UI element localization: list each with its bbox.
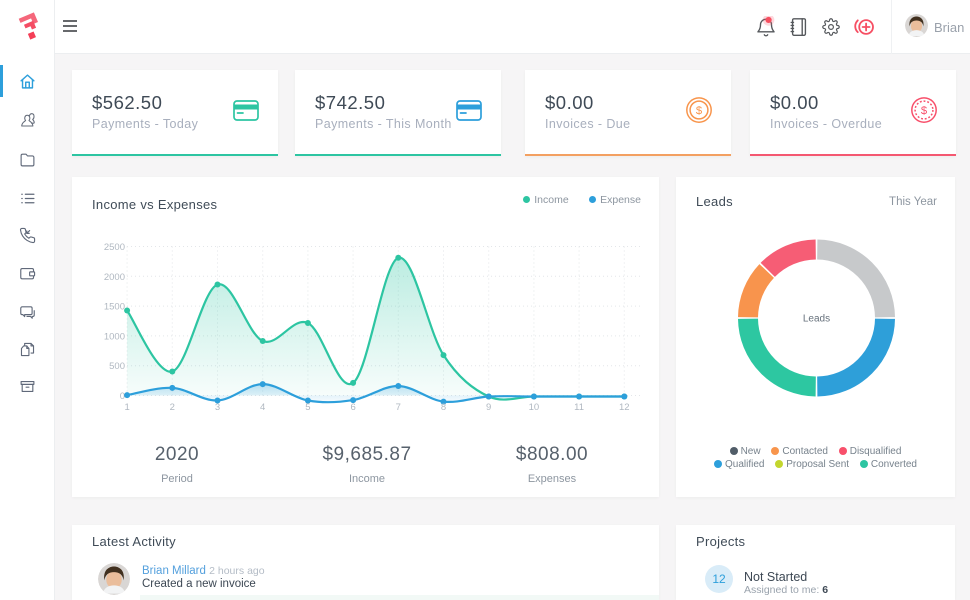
svg-text:2000: 2000 (104, 272, 125, 283)
svg-text:12: 12 (619, 402, 630, 413)
svg-text:2: 2 (170, 402, 175, 413)
svg-text:$: $ (696, 105, 703, 117)
svg-text:7: 7 (396, 402, 401, 413)
svg-text:3: 3 (215, 402, 220, 413)
svg-text:Leads: Leads (803, 314, 830, 325)
svg-text:$: $ (921, 105, 928, 117)
svg-text:1: 1 (124, 402, 129, 413)
svg-text:0: 0 (120, 391, 125, 402)
svg-text:6: 6 (350, 402, 355, 413)
svg-text:8: 8 (441, 402, 446, 413)
svg-text:5: 5 (305, 402, 310, 413)
svg-text:1500: 1500 (104, 302, 125, 313)
svg-text:4: 4 (260, 402, 265, 413)
svg-text:2500: 2500 (104, 242, 125, 253)
svg-text:1000: 1000 (104, 331, 125, 342)
svg-text:10: 10 (529, 402, 540, 413)
svg-text:9: 9 (486, 402, 491, 413)
svg-text:11: 11 (574, 402, 584, 413)
svg-text:500: 500 (109, 361, 125, 372)
